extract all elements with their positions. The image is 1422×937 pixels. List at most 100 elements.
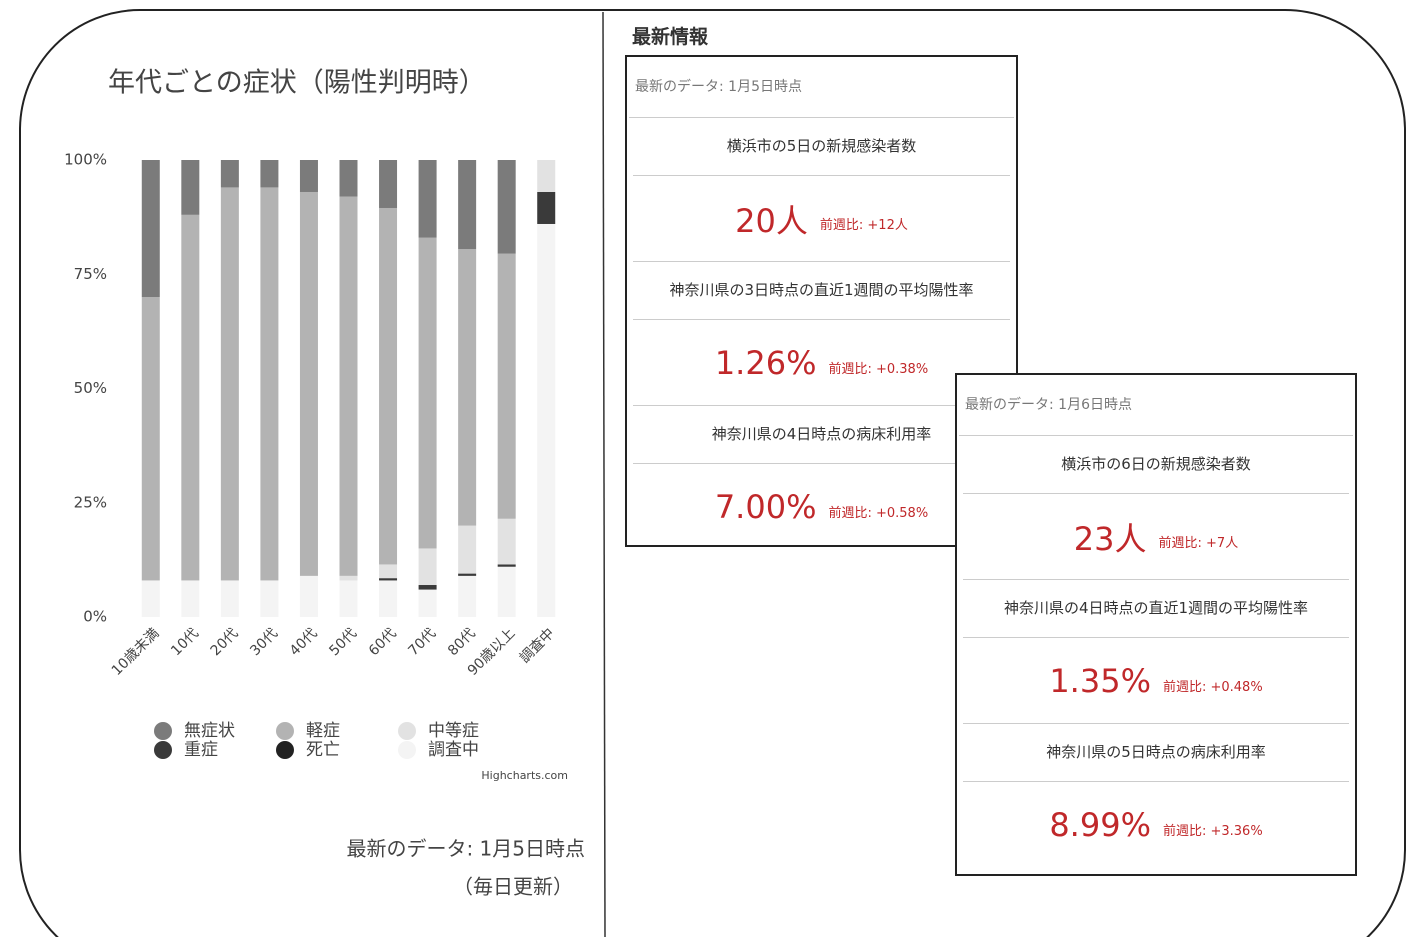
item-label: 横浜市の5日の新規感染者数 xyxy=(633,118,1010,176)
x-tick-label: 20代 xyxy=(208,625,242,659)
y-tick-label: 0% xyxy=(83,608,107,626)
legend-marker xyxy=(276,722,294,740)
legend-label: 死亡 xyxy=(306,740,340,760)
x-tick: 60代 xyxy=(366,625,400,659)
x-tick: 40代 xyxy=(287,625,321,659)
x-tick-label: 40代 xyxy=(287,625,321,659)
x-tick-label: 10歳未満 xyxy=(109,625,163,679)
item-value: 7.00% xyxy=(714,487,817,526)
bar-segment xyxy=(497,160,516,254)
item-value-row: 23人 前週比: +7人 xyxy=(963,494,1349,580)
bar-segment xyxy=(537,191,556,224)
divider xyxy=(602,11,606,937)
bar-segment xyxy=(220,580,239,617)
bar-segment xyxy=(418,548,437,586)
bar-segment xyxy=(458,249,477,526)
chart-title: 年代ごとの症状（陽性判明時） xyxy=(108,68,486,99)
x-tick-label: 70代 xyxy=(405,625,439,659)
bar-segment xyxy=(181,580,200,617)
legend-label: 重症 xyxy=(184,740,218,760)
bar-segment xyxy=(299,160,318,192)
item-value-row: 1.26% 前週比: +0.38% xyxy=(633,320,1010,406)
item-label: 神奈川県の5日時点の病床利用率 xyxy=(963,724,1349,782)
x-tick-label: 80代 xyxy=(445,625,479,659)
legend-marker xyxy=(398,741,416,759)
bar-segment xyxy=(339,575,358,581)
legend-marker xyxy=(154,741,172,759)
card-date: 最新のデータ: 1月5日時点 xyxy=(629,57,1014,118)
x-tick: 70代 xyxy=(405,625,439,659)
bar-segment xyxy=(379,578,398,581)
x-tick-label: 30代 xyxy=(247,625,281,659)
item-change: 前週比: +0.48% xyxy=(1162,680,1263,695)
bar-segment xyxy=(458,573,477,576)
bar-segment xyxy=(458,575,477,617)
bar-segment xyxy=(141,160,160,298)
legend-marker xyxy=(276,741,294,759)
item-value: 23人 xyxy=(1073,519,1147,558)
bar-segment xyxy=(418,237,437,549)
legend-label: 無症状 xyxy=(184,721,235,741)
info-card: 最新のデータ: 1月6日時点 横浜市の6日の新規感染者数 23人 前週比: +7人 神奈… xyxy=(955,373,1357,876)
y-tick-label: 75% xyxy=(74,265,107,283)
bar-segment xyxy=(497,518,516,565)
bar-segment xyxy=(220,187,239,581)
bar-segment xyxy=(418,589,437,617)
y-tick-label: 50% xyxy=(74,379,107,397)
x-tick: 30代 xyxy=(247,625,281,659)
bar-segment xyxy=(260,580,279,617)
x-tick: 20代 xyxy=(208,625,242,659)
x-tick: 50代 xyxy=(326,625,360,659)
info-card: 最新のデータ: 1月5日時点 横浜市の5日の新規感染者数 20人 前週比: +12人神… xyxy=(625,55,1018,547)
item-value-row: 1.35% 前週比: +0.48% xyxy=(963,638,1349,724)
item-value: 1.35% xyxy=(1049,661,1151,700)
item-value: 20人 xyxy=(735,201,808,240)
bar-segment xyxy=(339,580,358,617)
bar-segment xyxy=(418,585,437,590)
x-tick: 10歳未満 xyxy=(109,625,163,679)
bar-segment xyxy=(379,564,398,579)
x-tick: 10代 xyxy=(168,625,202,659)
bar-segment xyxy=(141,297,160,581)
footer: 最新のデータ: 1月5日時点 xyxy=(346,837,585,861)
item-value: 1.26% xyxy=(714,343,817,382)
item-value: 8.99% xyxy=(1049,805,1151,844)
bar-segment xyxy=(260,160,279,188)
bar-segment xyxy=(181,214,200,581)
x-tick-label: 60代 xyxy=(366,625,400,659)
bar-segment xyxy=(458,525,477,574)
bar-segment xyxy=(379,207,398,565)
bar-segment xyxy=(299,191,318,576)
legend-marker xyxy=(398,722,416,740)
item-change: 前週比: +3.36% xyxy=(1162,824,1263,839)
legend-label: 調査中 xyxy=(428,740,479,760)
item-value-row: 7.00% 前週比: +0.58% xyxy=(633,464,1010,549)
y-tick-label: 100% xyxy=(64,151,107,169)
bar-segment xyxy=(379,580,398,617)
x-tick-label: 10代 xyxy=(168,625,202,659)
bar-segment xyxy=(497,253,516,519)
bar-segment xyxy=(339,196,358,576)
bar-segment xyxy=(537,223,556,618)
bar-segment xyxy=(379,160,398,208)
x-tick-label: 50代 xyxy=(326,625,360,659)
item-label: 神奈川県の3日時点の直近1週間の平均陽性率 xyxy=(633,262,1010,320)
item-value-row: 20人 前週比: +12人 xyxy=(633,176,1010,262)
bar-segment xyxy=(260,187,279,581)
item-change: 前週比: +0.38% xyxy=(828,362,929,377)
y-tick-label: 25% xyxy=(74,493,107,511)
item-change: 前週比: +12人 xyxy=(819,218,908,233)
bar-segment xyxy=(339,160,358,197)
item-label: 横浜市の6日の新規感染者数 xyxy=(963,436,1349,494)
bar-segment xyxy=(181,160,200,215)
footer: （毎日更新） xyxy=(453,875,573,899)
bar-segment xyxy=(141,580,160,617)
x-tick: 調査中 xyxy=(517,625,558,666)
bar-segment xyxy=(497,566,516,617)
bar-segment xyxy=(418,160,437,238)
bar-segment xyxy=(299,575,318,617)
x-tick: 80代 xyxy=(445,625,479,659)
item-label: 神奈川県の4日時点の病床利用率 xyxy=(633,406,1010,464)
